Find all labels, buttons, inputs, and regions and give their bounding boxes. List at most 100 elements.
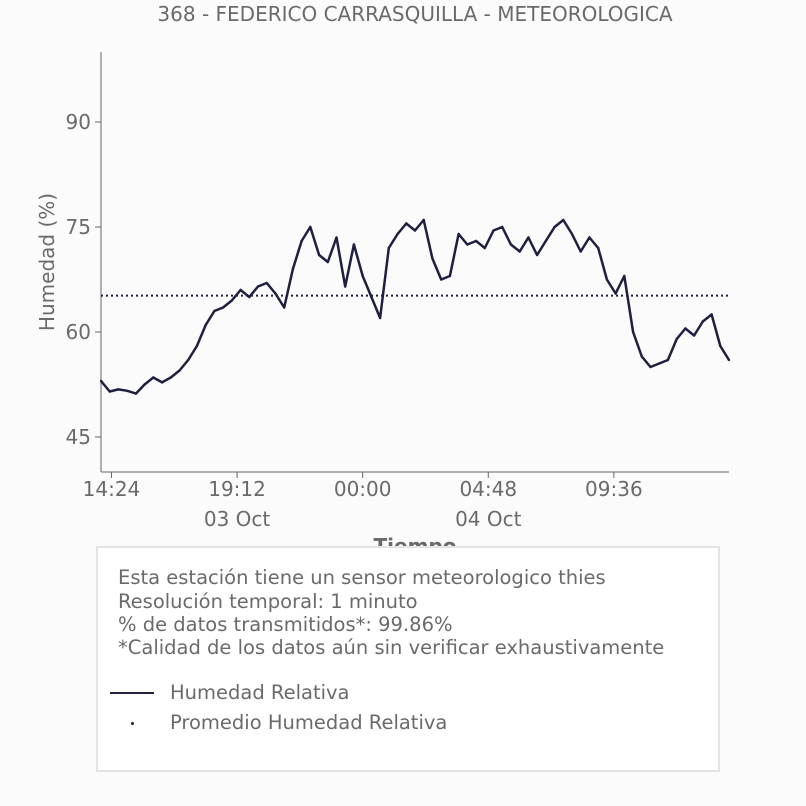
humidity-point [291, 267, 295, 271]
info-box: Esta estación tiene un sensor meteorolog… [96, 546, 720, 772]
humidity-point [649, 365, 652, 369]
humidity-point [509, 243, 513, 246]
humidity-point [483, 246, 486, 250]
humidity-point [544, 239, 547, 243]
y-ticks: 45 60 75 90 [66, 110, 101, 449]
humidity-point [605, 278, 609, 281]
humidity-point [614, 292, 617, 295]
humidity-point [457, 232, 460, 236]
info-sensor-text: Esta estación tiene un sensor meteorolog… [118, 566, 606, 589]
humidity-point [692, 334, 696, 337]
humidity-point [274, 292, 277, 295]
legend-line-swatch [110, 692, 154, 694]
humidity-point [640, 355, 643, 358]
humidity-point [553, 225, 556, 229]
humidity-point [378, 316, 382, 320]
humidity-point [108, 390, 111, 393]
legend-label-average: Promedio Humedad Relativa [170, 711, 448, 734]
humidity-point [422, 218, 425, 222]
humidity-point [283, 306, 286, 309]
humidity-point [431, 257, 434, 260]
humidity-point [169, 376, 172, 379]
humidity-point [466, 243, 469, 246]
x-tick-label: 04:48 [459, 477, 517, 501]
y-tick-label: 90 [66, 110, 91, 134]
humidity-point [448, 274, 452, 278]
humidity-point [684, 327, 687, 330]
humidity-point [143, 383, 146, 386]
series-layer [99, 218, 731, 395]
humidity-point [352, 243, 356, 246]
humidity-point [309, 225, 312, 229]
humidity-point [160, 381, 164, 384]
humidity-point [570, 232, 574, 236]
humidity-point [248, 295, 251, 299]
humidity-point [396, 232, 399, 236]
humidity-point [117, 388, 120, 391]
humidity-point [256, 285, 260, 288]
humidity-point [492, 229, 495, 232]
legend-item-average: Promedio Humedad Relativa [110, 710, 670, 736]
humidity-point [631, 330, 635, 334]
humidity-point [204, 323, 207, 327]
x-ticks: 14:24 19:12 00:00 04:48 09:36 03 Oct 04 Oct [83, 472, 643, 531]
humidity-point [518, 250, 521, 253]
humidity-point [317, 253, 321, 257]
humidity-point [440, 278, 443, 281]
x-tick-label: 00:00 [334, 477, 392, 501]
humidity-point [579, 250, 582, 253]
humidity-point [413, 229, 417, 232]
humidity-point [588, 236, 591, 239]
legend-label-humidity: Humedad Relativa [170, 681, 350, 704]
humidity-point [178, 369, 181, 372]
humidity-point [658, 362, 661, 365]
humidity-point [300, 239, 303, 243]
y-tick-label: 45 [66, 425, 91, 449]
chart-title: 368 - FEDERICO CARRASQUILLA - METEOROLOG… [157, 2, 672, 26]
humidity-point [597, 246, 600, 250]
humidity-point [134, 392, 138, 395]
humidity-point [221, 306, 225, 309]
x-date-label: 03 Oct [204, 507, 271, 531]
info-transmitted-text: % de datos transmitidos*: 99.86% [118, 613, 453, 636]
humidity-point [152, 376, 155, 379]
x-tick-label: 09:36 [585, 477, 643, 501]
humidity-point [719, 344, 722, 348]
humidity-point [535, 253, 539, 257]
humidity-point [239, 288, 242, 292]
humidity-point [701, 320, 704, 323]
humidity-point [99, 379, 103, 383]
y-tick-label: 75 [66, 215, 91, 239]
x-date-label: 04 Oct [455, 507, 522, 531]
humidity-point [727, 358, 731, 362]
humidity-point [675, 337, 678, 341]
humidity-point [126, 389, 129, 392]
legend-item-humidity: Humedad Relativa [110, 680, 670, 706]
humidity-point [623, 274, 626, 278]
humidity-point [326, 260, 329, 264]
legend-dot-swatch [131, 722, 134, 725]
humidity-point [361, 274, 364, 278]
y-axis-label: Humedad (%) [35, 193, 59, 331]
x-tick-label: 14:24 [83, 477, 141, 501]
humidity-point [405, 222, 408, 225]
humidity-point [213, 309, 216, 313]
humidity-series-line [100, 218, 731, 395]
info-resolution-text: Resolución temporal: 1 minuto [118, 590, 418, 613]
humidity-point [501, 225, 504, 229]
humidity-point [474, 239, 478, 243]
humidity-point [195, 344, 199, 348]
humidity-point [666, 358, 670, 362]
humidity-point [344, 285, 347, 288]
x-tick-label: 19:12 [208, 477, 266, 501]
humidity-point [230, 299, 233, 302]
humidity-point [187, 358, 190, 362]
humidity-point [562, 218, 565, 222]
humidity-point [387, 246, 390, 250]
y-tick-label: 60 [66, 320, 91, 344]
humidity-point [265, 281, 268, 285]
humidity-point [710, 313, 713, 316]
humidity-point [527, 236, 530, 239]
info-quality-note: *Calidad de los datos aún sin verificar … [118, 636, 665, 659]
